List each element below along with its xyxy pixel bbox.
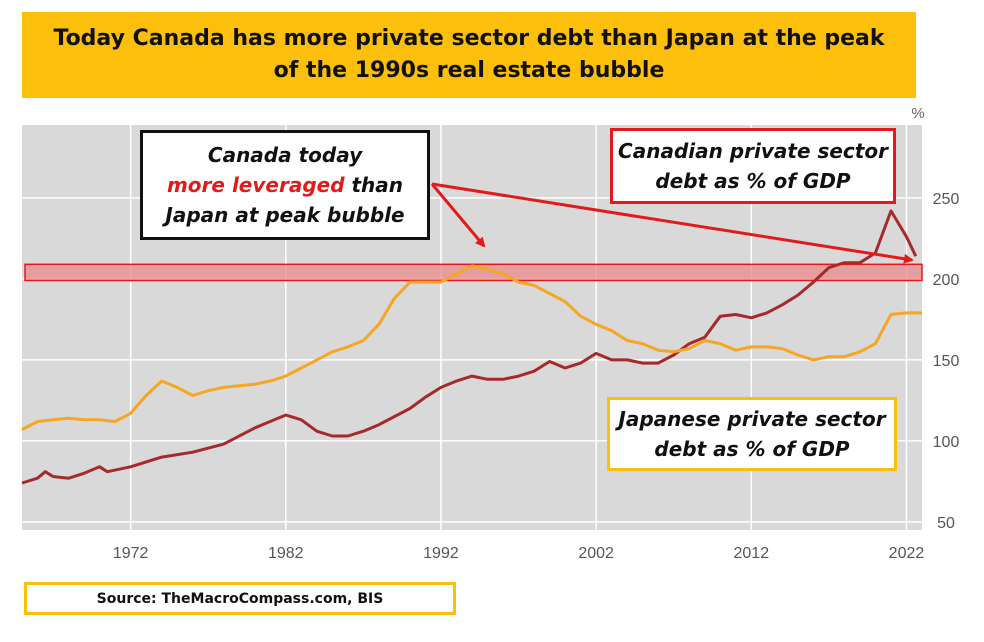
x-axis-ticks: 1972 1982 1992 2002 2012 2022: [113, 545, 925, 562]
japanese-series-label: Japanese private sector debt as % of GDP: [607, 397, 897, 471]
chart-title: Today Canada has more private sector deb…: [53, 26, 885, 83]
canada-callout-line2: than: [344, 173, 404, 197]
arrow-to-canada-today: [431, 182, 914, 264]
series-layer: [21, 209, 922, 485]
canadian-label-line1: Canadian private sector: [618, 139, 888, 163]
japan-debt-line: [21, 264, 922, 431]
x-tick-label-2012: 2012: [734, 545, 770, 562]
source-note: Source: TheMacroCompass.com, BIS: [24, 582, 456, 615]
canada-callout-line1: Canada today: [207, 143, 363, 167]
arrow-to-japan-peak: [430, 183, 486, 248]
x-tick-label-2002: 2002: [578, 545, 614, 562]
x-tick-label-1972: 1972: [113, 545, 149, 562]
canada-debt-line: [21, 209, 918, 485]
japanese-label-line2: debt as % of GDP: [654, 437, 850, 461]
y-tick-label-150: 150: [933, 353, 960, 370]
y-tick-label-250: 250: [933, 191, 960, 208]
x-tick-label-1982: 1982: [268, 545, 304, 562]
y-axis-unit: %: [911, 105, 924, 122]
y-tick-label-50: 50: [937, 515, 955, 532]
canadian-label-line2: debt as % of GDP: [655, 169, 851, 193]
canada-callout-line3: Japan at peak bubble: [165, 203, 405, 227]
japanese-label-line1: Japanese private sector: [618, 407, 886, 431]
x-tick-label-1992: 1992: [423, 545, 459, 562]
y-tick-label-200: 200: [933, 272, 960, 289]
y-axis-ticks: 50 100 150 200 250: [933, 191, 960, 532]
canada-leverage-callout: Canada today more leveraged than Japan a…: [140, 130, 430, 240]
highlight-band: [24, 263, 923, 282]
x-tick-label-2022: 2022: [889, 545, 925, 562]
canada-callout-highlight: more leveraged: [166, 173, 345, 197]
title-banner: Today Canada has more private sector deb…: [22, 12, 916, 98]
y-tick-label-100: 100: [933, 434, 960, 451]
canadian-series-label: Canadian private sector debt as % of GDP: [610, 128, 896, 204]
